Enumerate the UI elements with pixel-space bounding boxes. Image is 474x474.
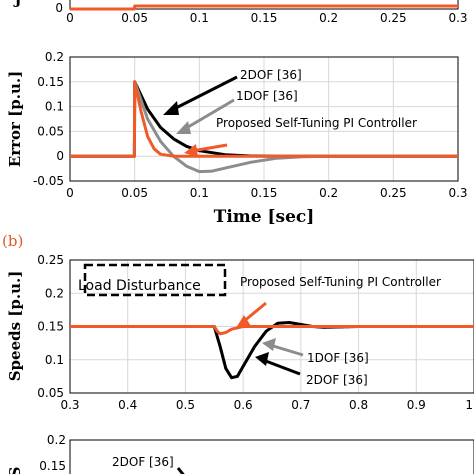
error-y-axis-label: Error [p.u.] bbox=[6, 71, 24, 167]
error-x-axis-label: Time [sec] bbox=[214, 207, 315, 227]
error-x-tick-1: 0.05 bbox=[121, 186, 148, 200]
error-series-2 bbox=[70, 80, 458, 158]
bottom-y-tick-1: 0.15 bbox=[39, 459, 66, 473]
top-series-0 bbox=[70, 4, 458, 11]
error-x-tick-5: 0.25 bbox=[380, 186, 407, 200]
speed-series-2 bbox=[70, 325, 474, 336]
annotation-arrowhead-speed-proposed bbox=[236, 315, 251, 328]
speed-x-tick-6: 0.9 bbox=[407, 398, 426, 412]
top-x-tick-6: 0.3 bbox=[448, 11, 467, 25]
top-x-tick-2: 0.1 bbox=[190, 11, 209, 25]
bottom-y-tick-0: 0.2 bbox=[47, 433, 66, 447]
top-x-ticks: 0 0.05 0.1 0.15 0.2 0.25 0.3 bbox=[66, 11, 467, 25]
annotation-arrow-speed-proposed bbox=[242, 301, 267, 324]
bottom-ylabel-fragment: S bbox=[6, 467, 24, 474]
speed-annotation-2dof: 2DOF [36] bbox=[306, 373, 368, 387]
top-series-layer bbox=[70, 4, 458, 11]
speed-y-tick-4: 0.25 bbox=[37, 253, 64, 267]
top-x-tick-0: 0 bbox=[66, 11, 74, 25]
error-y-tick-0: -0.05 bbox=[33, 174, 64, 188]
top-x-tick-1: 0.05 bbox=[121, 11, 148, 25]
top-ylabel-fragment: J bbox=[12, 0, 21, 8]
speed-y-axis-label: Speeds [p.u.] bbox=[6, 271, 24, 382]
error-y-tick-1: 0 bbox=[56, 149, 64, 163]
error-y-ticks: -0.05 0 0.05 0.1 0.15 0.2 bbox=[33, 50, 64, 188]
error-x-ticks: 0 0.05 0.1 0.15 0.2 0.25 0.3 bbox=[66, 186, 467, 200]
annotation-arrow-proposed bbox=[191, 143, 228, 153]
annotation-arrowhead-speed-1dof bbox=[262, 338, 276, 351]
annotation-arrow-speed-1dof bbox=[269, 343, 304, 357]
error-x-tick-2: 0.1 bbox=[190, 186, 209, 200]
error-y-tick-3: 0.1 bbox=[45, 100, 64, 114]
top-panel: 0 0 0.05 0.1 0.15 0.2 0.25 0.3 J bbox=[12, 0, 468, 25]
error-plot-frame bbox=[69, 56, 459, 182]
annotation-arrowhead-1dof bbox=[176, 121, 191, 134]
annotation-arrow-2dof bbox=[169, 75, 238, 113]
speed-x-tick-2: 0.5 bbox=[176, 398, 195, 412]
speed-x-tick-3: 0.6 bbox=[234, 398, 253, 412]
error-x-tick-4: 0.2 bbox=[319, 186, 338, 200]
top-x-tick-3: 0.15 bbox=[251, 11, 278, 25]
speed-x-tick-0: 0.3 bbox=[60, 398, 79, 412]
top-y-tick-0: 0 bbox=[55, 1, 63, 15]
speed-y-tick-3: 0.2 bbox=[45, 286, 64, 300]
speed-x-tick-1: 0.4 bbox=[118, 398, 137, 412]
speed-x-tick-5: 0.8 bbox=[349, 398, 368, 412]
speed-x-tick-7: 1 bbox=[465, 398, 473, 412]
error-y-tick-2: 0.05 bbox=[37, 124, 64, 138]
error-x-tick-0: 0 bbox=[66, 186, 74, 200]
speed-y-tick-2: 0.15 bbox=[37, 320, 64, 334]
annotation-arrow-bottom-2dof bbox=[176, 467, 185, 474]
annotation-arrow-speed-2dof bbox=[262, 358, 301, 376]
annotation-arrowhead-speed-2dof bbox=[255, 352, 269, 366]
bottom-plot-frame bbox=[69, 439, 474, 474]
speed-annotation-proposed: Proposed Self-Tuning PI Controller bbox=[240, 275, 441, 289]
error-annotation-proposed: Proposed Self-Tuning PI Controller bbox=[216, 116, 417, 130]
top-x-tick-5: 0.25 bbox=[380, 11, 407, 25]
speed-y-tick-0: 0.05 bbox=[37, 386, 64, 400]
error-x-tick-6: 0.3 bbox=[448, 186, 467, 200]
top-plot-frame bbox=[69, 0, 459, 10]
bottom-annotation-2dof: 2DOF [36] bbox=[112, 455, 174, 469]
error-y-tick-4: 0.15 bbox=[37, 75, 64, 89]
error-y-tick-5: 0.2 bbox=[45, 50, 64, 64]
annotation-arrow-1dof bbox=[182, 98, 235, 132]
speed-annotation-1dof: 1DOF [36] bbox=[307, 351, 369, 365]
panel-label-b: (b) bbox=[2, 232, 23, 250]
load-disturbance-label: Load Disturbance bbox=[78, 278, 201, 294]
load-disturbance-box bbox=[83, 263, 227, 297]
annotation-arrowhead-2dof bbox=[163, 101, 179, 115]
error-series-layer bbox=[70, 80, 458, 174]
error-annotation-1dof: 1DOF [36] bbox=[236, 89, 298, 103]
bottom-panel: 0.2 0.15 2DOF [36] S bbox=[6, 433, 474, 474]
error-annotation-2dof: 2DOF [36] bbox=[240, 68, 302, 82]
annotation-arrowhead-proposed bbox=[184, 144, 198, 157]
speed-y-tick-1: 0.1 bbox=[45, 353, 64, 367]
speed-y-ticks: 0.05 0.1 0.15 0.2 0.25 bbox=[37, 253, 64, 400]
top-x-tick-4: 0.2 bbox=[319, 11, 338, 25]
speed-x-ticks: 0.3 0.4 0.5 0.6 0.7 0.8 0.9 1 bbox=[60, 398, 473, 412]
speed-x-tick-4: 0.7 bbox=[291, 398, 310, 412]
error-x-tick-3: 0.15 bbox=[251, 186, 278, 200]
speed-panel: (b) 0.050.10.150.20.25 0.3 0.4 0.5 0.6 0.7 0.… bbox=[2, 232, 474, 412]
